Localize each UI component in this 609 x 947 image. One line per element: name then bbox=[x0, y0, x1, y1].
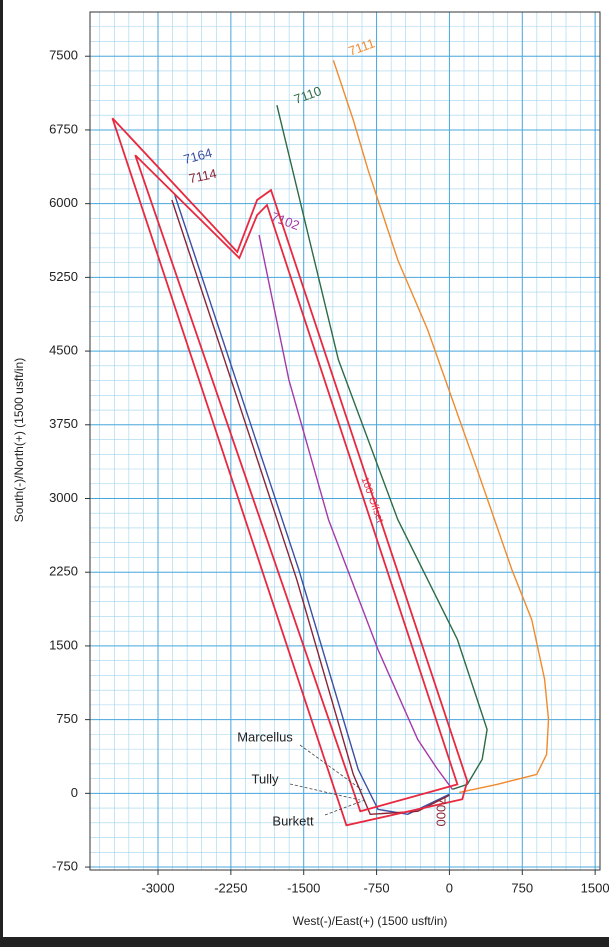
lease-boundary bbox=[134, 154, 459, 813]
well-path bbox=[174, 194, 450, 816]
series-label: 7164 bbox=[182, 145, 214, 167]
well-path bbox=[276, 105, 488, 790]
x-tick-label: -3000 bbox=[141, 880, 174, 895]
well-path bbox=[332, 60, 550, 794]
x-tick-label: -750 bbox=[364, 880, 390, 895]
y-tick-label: 6000 bbox=[49, 195, 78, 210]
annotation: Tully bbox=[252, 771, 279, 786]
plot-frame bbox=[89, 11, 601, 871]
scan-edge bbox=[0, 937, 609, 947]
leader-line bbox=[299, 744, 363, 791]
x-tick-label: 750 bbox=[511, 880, 533, 895]
series-label: 7114 bbox=[188, 166, 218, 186]
y-tick-label: 2250 bbox=[49, 564, 78, 579]
y-tick-label: 3000 bbox=[49, 490, 78, 505]
lease-boundary bbox=[111, 117, 469, 827]
y-tick-label: 5250 bbox=[49, 269, 78, 284]
scan-edge bbox=[0, 0, 3, 947]
y-axis-label: South(-)/North(+) (1500 usft/in) bbox=[12, 358, 26, 522]
leader-line bbox=[324, 799, 366, 816]
x-tick-label: -1500 bbox=[287, 880, 320, 895]
well-path bbox=[258, 234, 453, 790]
annotation: 7000 bbox=[434, 798, 449, 827]
grid bbox=[90, 12, 600, 870]
annotation: Marcellus bbox=[237, 729, 293, 744]
x-tick-label: 1500 bbox=[581, 880, 609, 895]
y-tick-label: 750 bbox=[56, 711, 78, 726]
y-tick-label: 7500 bbox=[49, 48, 78, 63]
y-tick-label: 6750 bbox=[49, 121, 78, 136]
y-tick-label: 1500 bbox=[49, 637, 78, 652]
well-path bbox=[171, 199, 450, 816]
y-tick-label: 4500 bbox=[49, 343, 78, 358]
y-tick-label: 3750 bbox=[49, 416, 78, 431]
y-tick-label: -750 bbox=[52, 858, 78, 873]
x-tick-label: -2250 bbox=[214, 880, 247, 895]
annotation: Burkett bbox=[272, 813, 314, 828]
x-tick-label: 0 bbox=[446, 880, 453, 895]
x-axis-label: West(-)/East(+) (1500 usft/in) bbox=[293, 914, 448, 928]
leader-line bbox=[289, 783, 361, 801]
y-tick-label: 0 bbox=[71, 785, 78, 800]
